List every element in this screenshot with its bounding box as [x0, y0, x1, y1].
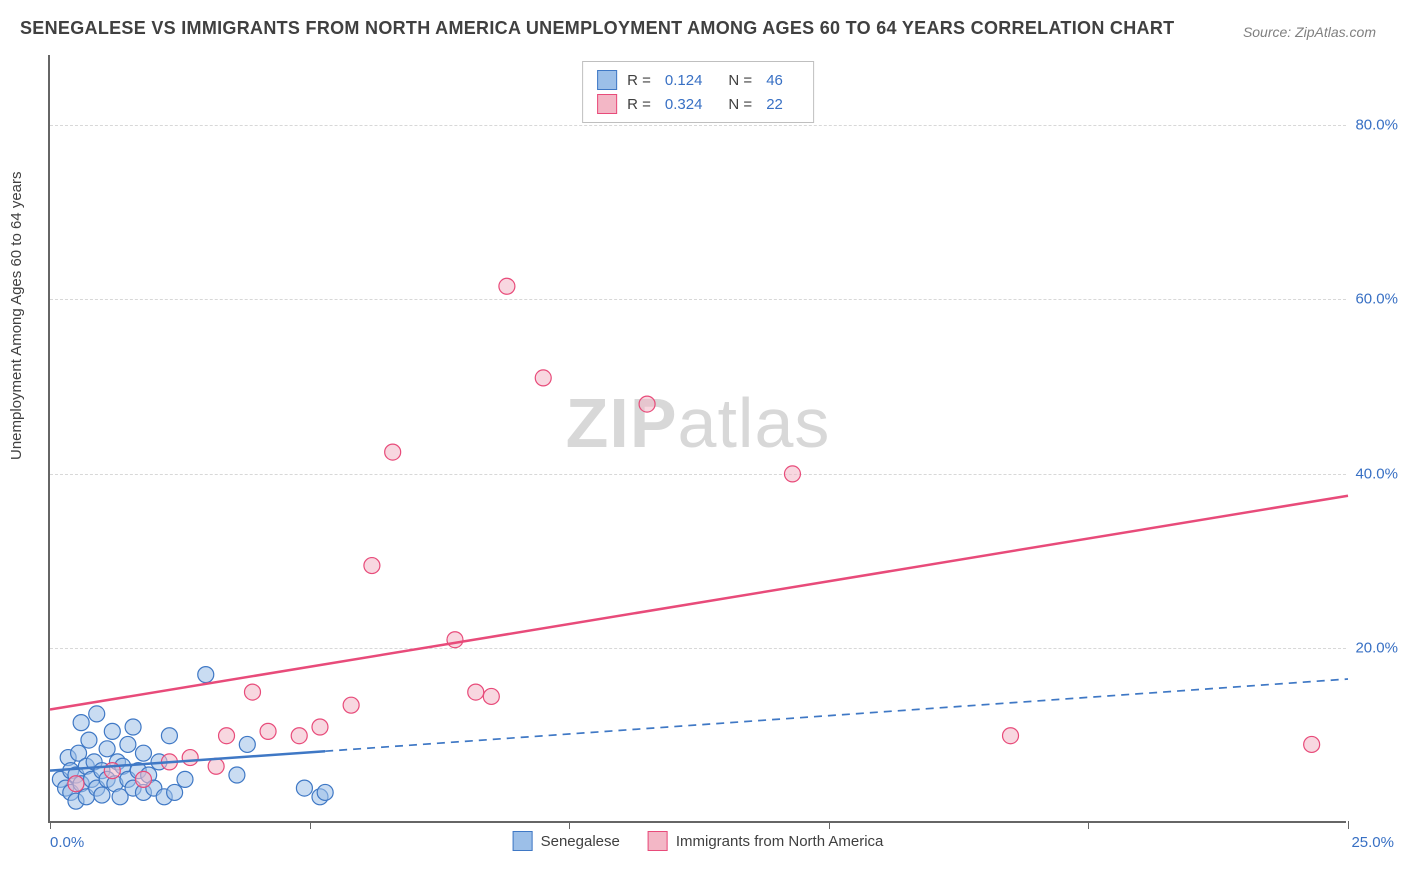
- legend-swatch-icon: [597, 70, 617, 90]
- x-axis-tick-label: 0.0%: [50, 834, 84, 851]
- x-axis-tick: [569, 821, 570, 829]
- x-axis-tick: [50, 821, 51, 829]
- correlation-legend-row: R = 0.124 N = 46: [597, 68, 799, 92]
- data-point: [229, 767, 245, 783]
- source-attribution: Source: ZipAtlas.com: [1243, 24, 1376, 40]
- y-axis-tick-label: 60.0%: [1355, 291, 1398, 308]
- legend-swatch-icon: [648, 831, 668, 851]
- correlation-legend-row: R = 0.324 N = 22: [597, 92, 799, 116]
- legend-item: Immigrants from North America: [648, 831, 884, 851]
- data-point: [89, 706, 105, 722]
- trend-line: [50, 496, 1348, 710]
- data-point: [447, 632, 463, 648]
- series-legend: Senegalese Immigrants from North America: [513, 831, 884, 851]
- data-point: [312, 719, 328, 735]
- data-point: [198, 667, 214, 683]
- data-point: [73, 715, 89, 731]
- data-point: [125, 719, 141, 735]
- y-axis-tick-label: 20.0%: [1355, 640, 1398, 657]
- data-point: [639, 396, 655, 412]
- chart-title: SENEGALESE VS IMMIGRANTS FROM NORTH AMER…: [20, 18, 1174, 39]
- x-axis-tick-label: 25.0%: [1351, 834, 1394, 851]
- y-axis-label: Unemployment Among Ages 60 to 64 years: [8, 171, 25, 460]
- x-axis-tick: [1088, 821, 1089, 829]
- data-point: [535, 370, 551, 386]
- legend-swatch-icon: [597, 94, 617, 114]
- data-point: [296, 780, 312, 796]
- data-point: [1304, 736, 1320, 752]
- legend-swatch-icon: [513, 831, 533, 851]
- data-point: [343, 697, 359, 713]
- data-point: [135, 745, 151, 761]
- y-axis-tick-label: 40.0%: [1355, 465, 1398, 482]
- plot-area: ZIPatlas 20.0%40.0%60.0%80.0% R = 0.124 …: [48, 55, 1346, 823]
- data-point: [317, 784, 333, 800]
- scatter-svg: [50, 55, 1346, 821]
- data-point: [364, 558, 380, 574]
- data-point: [182, 750, 198, 766]
- correlation-legend: R = 0.124 N = 46 R = 0.324 N = 22: [582, 61, 814, 123]
- data-point: [94, 787, 110, 803]
- data-point: [239, 736, 255, 752]
- data-point: [99, 741, 115, 757]
- data-point: [483, 688, 499, 704]
- data-point: [208, 758, 224, 774]
- data-point: [167, 784, 183, 800]
- legend-label: Immigrants from North America: [676, 833, 884, 850]
- legend-label: Senegalese: [541, 833, 620, 850]
- data-point: [468, 684, 484, 700]
- data-point: [260, 723, 276, 739]
- data-point: [161, 728, 177, 744]
- x-axis-tick: [829, 821, 830, 829]
- legend-item: Senegalese: [513, 831, 620, 851]
- data-point: [1003, 728, 1019, 744]
- data-point: [120, 736, 136, 752]
- data-point: [219, 728, 235, 744]
- x-axis-tick: [310, 821, 311, 829]
- data-point: [81, 732, 97, 748]
- data-point: [385, 444, 401, 460]
- data-point: [177, 771, 193, 787]
- data-point: [244, 684, 260, 700]
- data-point: [68, 776, 84, 792]
- data-point: [291, 728, 307, 744]
- y-axis-tick-label: 80.0%: [1355, 116, 1398, 133]
- x-axis-tick: [1348, 821, 1349, 829]
- data-point: [499, 278, 515, 294]
- data-point: [135, 771, 151, 787]
- data-point: [784, 466, 800, 482]
- data-point: [104, 723, 120, 739]
